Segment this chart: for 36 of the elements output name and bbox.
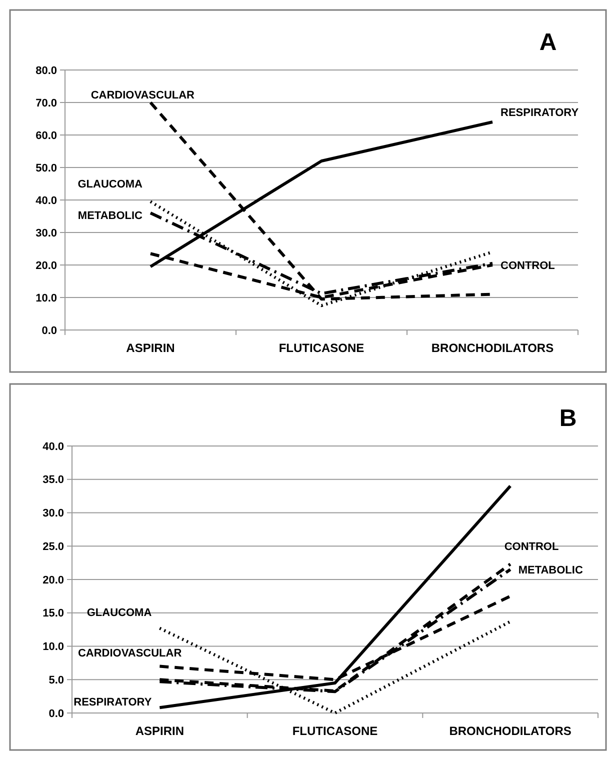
series-label: METABOLIC	[78, 210, 143, 222]
y-tick-label: 20.0	[42, 574, 64, 586]
series-label: RESPIRATORY	[74, 696, 152, 709]
y-tick-label: 70.0	[36, 97, 57, 110]
y-tick-label: 80.0	[36, 64, 57, 77]
x-tick-label: BRONCHODILATORS	[431, 341, 554, 355]
y-tick-label: 40.0	[42, 440, 64, 453]
series-label: GLAUCOMA	[86, 607, 152, 620]
x-tick-label: FLUTICASONE	[278, 341, 364, 355]
y-tick-label: 30.0	[36, 227, 57, 240]
series-label: CONTROL	[500, 260, 556, 272]
y-tick-label: 20.0	[36, 260, 57, 272]
series-label: CONTROL	[504, 541, 559, 554]
y-tick-label: 10.0	[42, 641, 64, 654]
y-tick-label: 15.0	[42, 608, 64, 620]
x-tick-label: FLUTICASONE	[292, 724, 378, 738]
series-label: METABOLIC	[518, 564, 583, 576]
y-tick-label: 30.0	[42, 508, 64, 520]
series-label: CARDIOVASCULAR	[90, 90, 195, 102]
y-tick-label: 40.0	[36, 194, 57, 207]
y-tick-label: 60.0	[36, 130, 57, 142]
y-tick-label: 5.0	[48, 674, 64, 686]
series-label: RESPIRATORY	[500, 107, 580, 119]
x-tick-label: BRONCHODILATORS	[449, 724, 572, 738]
series-label: CARDIOVASCULAR	[78, 647, 182, 660]
y-tick-label: 25.0	[42, 540, 64, 553]
y-tick-label: 35.0	[42, 474, 64, 486]
y-tick-label: 10.0	[36, 292, 57, 304]
y-tick-label: 0.0	[48, 708, 64, 720]
chart-title: A	[539, 29, 557, 56]
series-label: GLAUCOMA	[78, 178, 143, 191]
y-tick-label: 0.0	[42, 324, 57, 337]
chart-title: B	[559, 405, 577, 432]
y-tick-label: 50.0	[36, 162, 57, 174]
x-tick-label: ASPIRIN	[135, 724, 184, 738]
x-tick-label: ASPIRIN	[126, 341, 175, 355]
